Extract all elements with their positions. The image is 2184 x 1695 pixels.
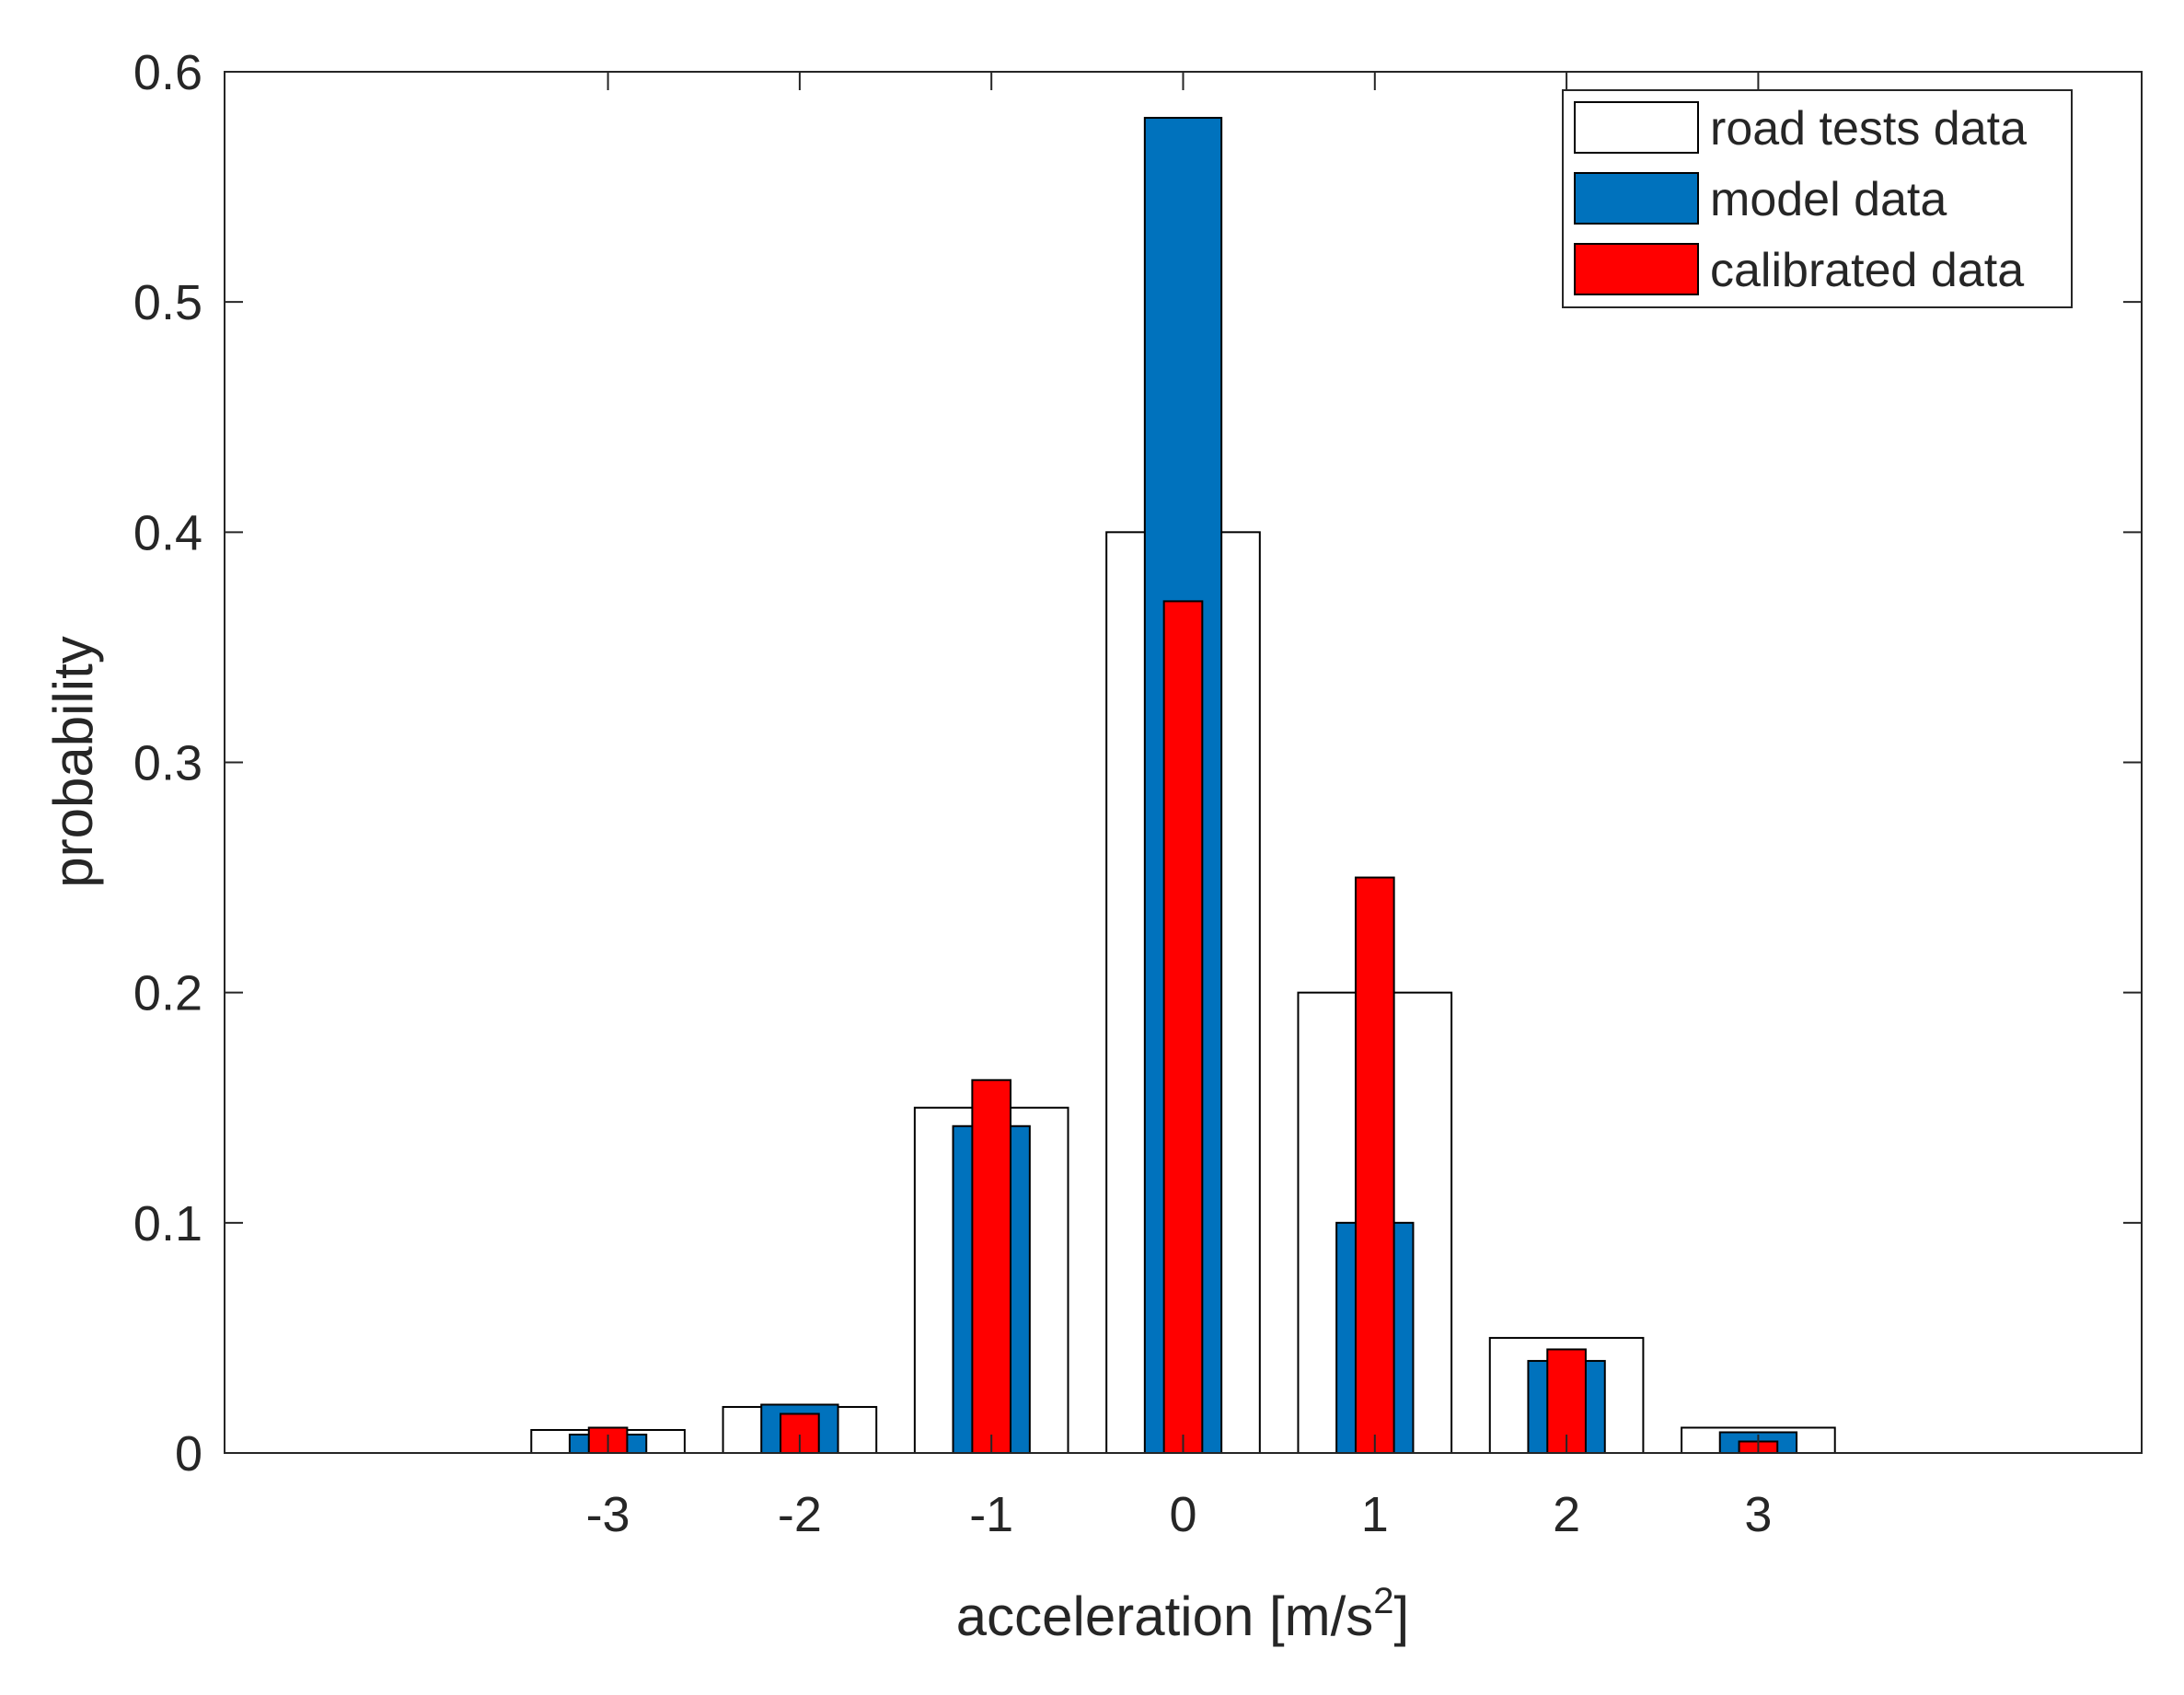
y-tick-label: 0.4 xyxy=(133,505,202,560)
x-axis-label-superscript: 2 xyxy=(1373,1581,1393,1621)
y-tick-label: 0.5 xyxy=(133,275,202,330)
x-tick-label: -2 xyxy=(778,1487,822,1542)
ticks-layer: -3 -2 -1 0 1 2 3 0 0.1 0.2 0.3 0.4 0.5 0.6 xyxy=(133,45,2142,1542)
x-tick-label: 1 xyxy=(1361,1487,1389,1542)
legend-swatch-model xyxy=(1574,172,1699,225)
y-tick-label: 0 xyxy=(175,1426,202,1482)
legend-label-calibrated: calibrated data xyxy=(1710,244,2024,297)
bar-calibrated--1 xyxy=(971,1078,1012,1454)
bar-calibrated-1 xyxy=(1354,876,1395,1454)
legend-swatch-calibrated xyxy=(1574,243,1699,295)
x-axis-label-main: acceleration [m/s xyxy=(956,1585,1374,1647)
x-tick-label: 0 xyxy=(1169,1487,1196,1542)
legend: road tests data model data calibrated da… xyxy=(1562,89,2073,308)
bar-calibrated-0 xyxy=(1162,600,1204,1454)
y-tick-label: 0.1 xyxy=(133,1196,202,1251)
x-tick-label: 2 xyxy=(1553,1487,1580,1542)
legend-swatch-road-tests xyxy=(1574,101,1699,154)
x-tick-label: 3 xyxy=(1744,1487,1772,1542)
bars-layer xyxy=(530,117,1836,1455)
legend-label-model: model data xyxy=(1710,173,1947,226)
y-tick-label: 0.2 xyxy=(133,966,202,1021)
y-tick-label: 0.3 xyxy=(133,736,202,791)
x-tick-label: -1 xyxy=(969,1487,1013,1542)
x-axis-label: acceleration [m/s2] xyxy=(956,1581,1409,1647)
x-tick-label: -3 xyxy=(586,1487,630,1542)
legend-label-road-tests: road tests data xyxy=(1710,102,2027,156)
x-axis-label-suffix: ] xyxy=(1394,1585,1410,1647)
y-tick-label: 0.6 xyxy=(133,45,202,100)
y-axis-label: probability xyxy=(42,636,104,888)
